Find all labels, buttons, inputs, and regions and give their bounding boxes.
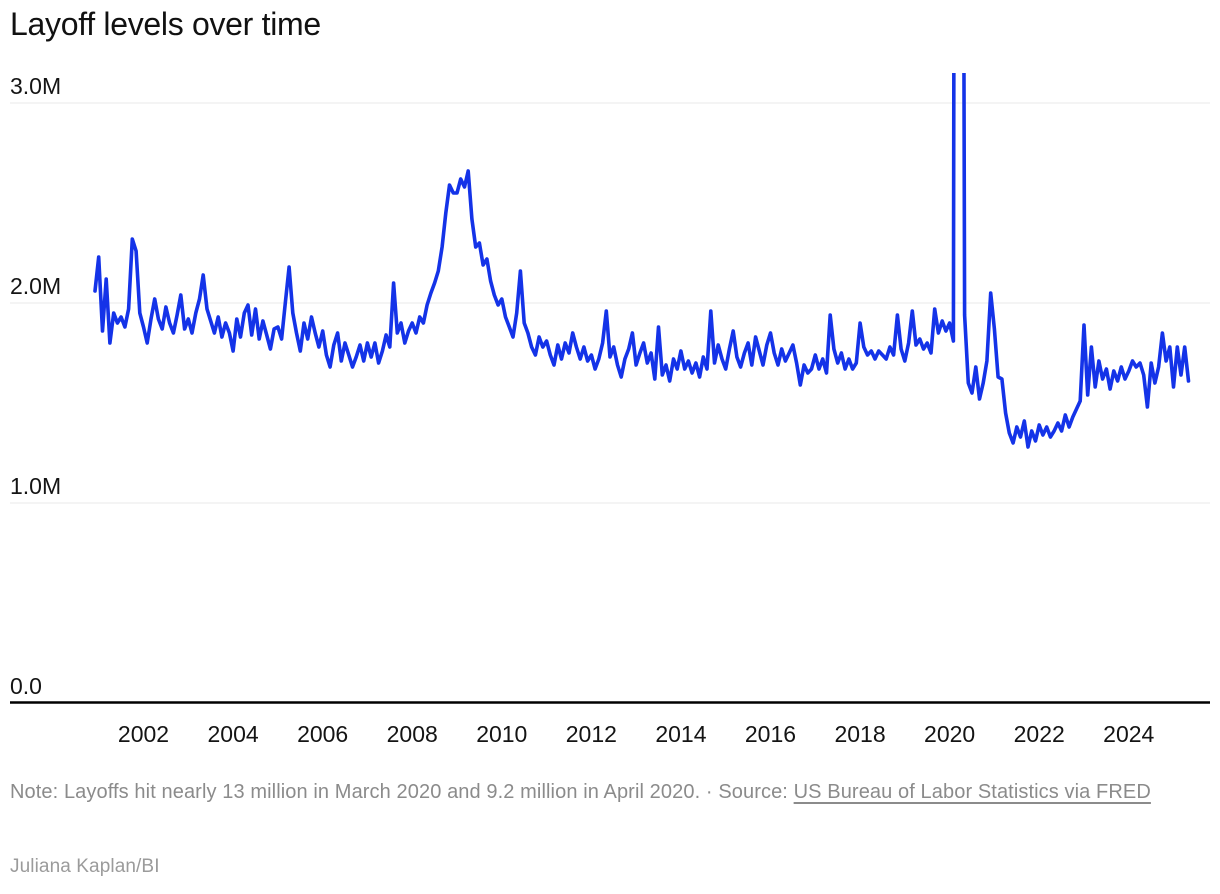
source-link[interactable]: US Bureau of Labor Statistics via FRED [793,781,1151,803]
x-tick-label: 2014 [655,721,706,747]
x-tick-label: 2018 [834,721,885,747]
y-tick-label: 2.0M [10,273,61,299]
x-tick-label: 2022 [1014,721,1065,747]
x-tick-label: 2010 [476,721,527,747]
x-tick-label: 2024 [1103,721,1154,747]
note-separator: · [700,781,719,803]
source-prefix: Source: [718,781,794,803]
note-text: Note: Layoffs hit nearly 13 million in M… [10,781,701,803]
chart-title: Layoff levels over time [10,6,321,42]
x-tick-label: 2004 [207,721,258,747]
x-tick-label: 2020 [924,721,975,747]
x-tick-label: 2002 [118,721,169,747]
chart-note: Note: Layoffs hit nearly 13 million in M… [10,779,1160,806]
x-tick-label: 2012 [566,721,617,747]
y-tick-label: 3.0M [10,73,61,99]
byline: Juliana Kaplan/BI [10,856,160,877]
layoffs-series-line [93,73,1191,449]
layoffs-line-chart: 3.0M 2.0M 1.0M 0.0 2002 2004 2006 2008 2010 2012 2… [10,73,1210,747]
x-tick-label: 2016 [745,721,796,747]
y-tick-label: 0.0 [10,673,42,699]
x-tick-label: 2008 [387,721,438,747]
x-tick-label: 2006 [297,721,348,747]
y-tick-label: 1.0M [10,473,61,499]
